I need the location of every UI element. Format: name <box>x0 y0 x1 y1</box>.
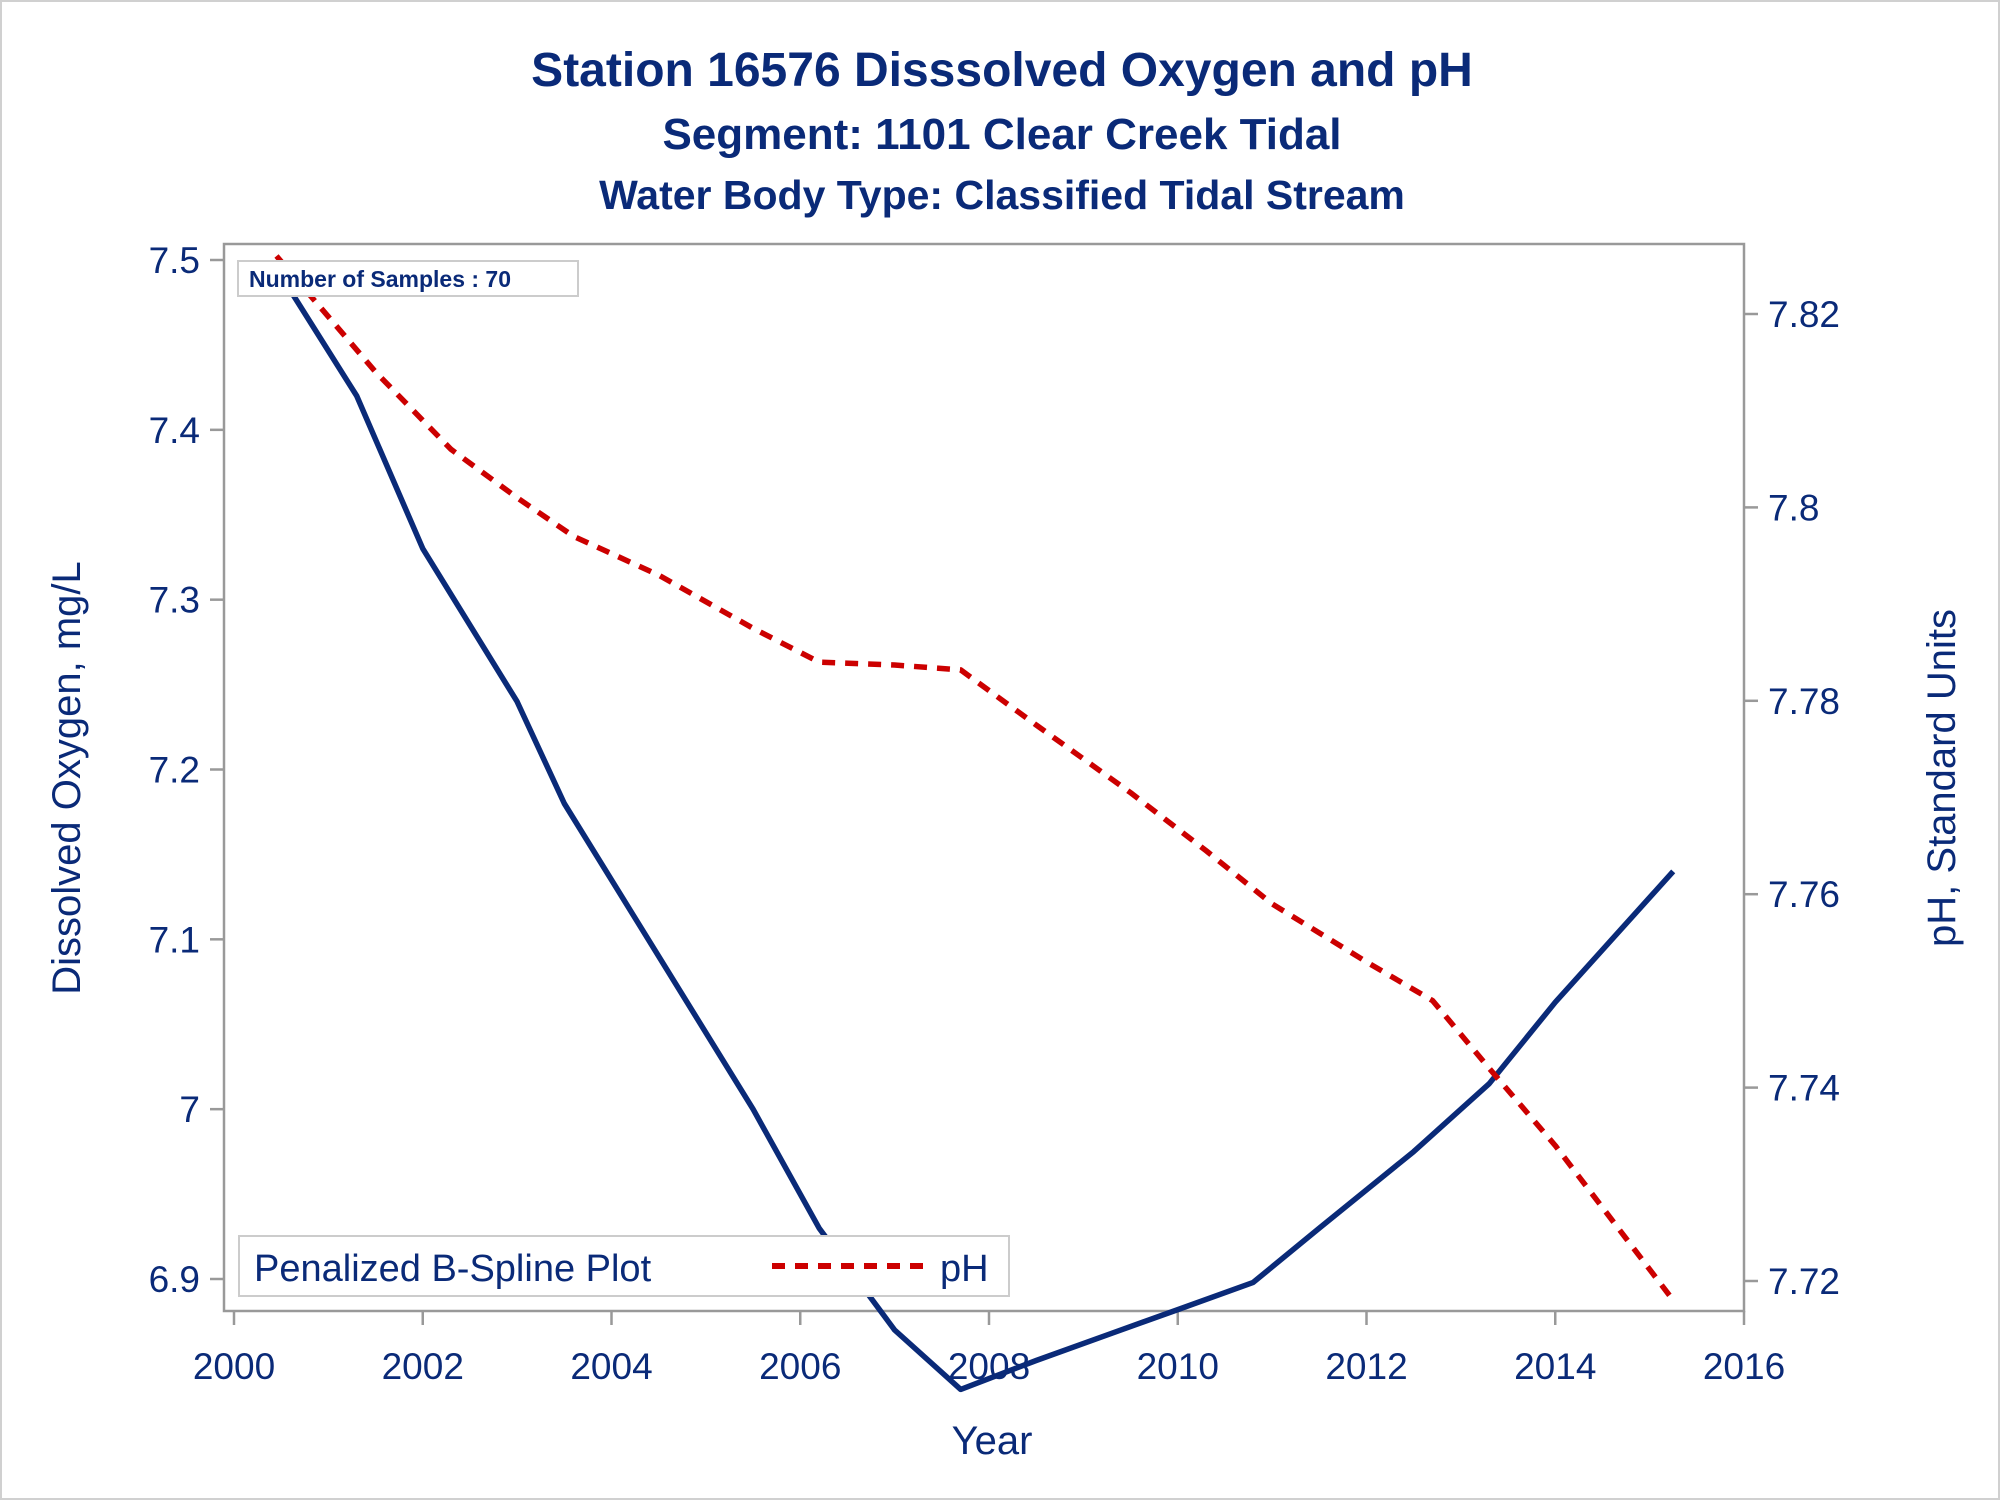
legend-title: Penalized B-Spline Plot <box>254 1248 652 1290</box>
y2-tick-label: 7.72 <box>1768 1261 1840 1302</box>
x-tick-label: 2006 <box>759 1346 841 1387</box>
chart-subtitle-2: Water Body Type: Classified Tidal Stream <box>599 172 1405 218</box>
y2-tick-label: 7.8 <box>1768 487 1819 528</box>
x-tick-label: 2002 <box>382 1346 464 1387</box>
legend-box <box>238 1235 1010 1297</box>
x-axis: 2000 2002 2004 2006 2008 2010 2012 2014 2016 <box>193 1311 1785 1387</box>
sample-count-text: Number of Samples : 70 <box>249 266 511 292</box>
x-axis-label: Year <box>952 1419 1033 1463</box>
x-tick-label: 2000 <box>193 1346 275 1387</box>
y-tick-label: 7.5 <box>149 240 200 281</box>
series-line-ph <box>274 254 1676 1302</box>
plot-area <box>222 242 1746 1313</box>
y2-axis-label: pH, Standard Units <box>1920 609 1964 947</box>
y-tick-label: 7 <box>179 1089 200 1130</box>
y2-tick-label: 7.76 <box>1768 874 1840 915</box>
chart-title: Station 16576 Disssolved Oxygen and pH <box>531 44 1473 97</box>
x-tick-label: 2012 <box>1325 1346 1407 1387</box>
y2-tick-label: 7.74 <box>1768 1068 1840 1109</box>
y-tick-label: 6.9 <box>149 1259 200 1300</box>
y-axis-right: 7.72 7.74 7.76 7.78 7.8 7.82 <box>1744 294 1840 1302</box>
y2-tick-label: 7.82 <box>1768 294 1840 335</box>
series-line-dissolved-oxygen <box>274 267 1676 1393</box>
y-tick-label: 7.3 <box>149 580 200 621</box>
sample-count-box <box>237 260 579 297</box>
y-axis-label: Dissolved Oxygen, mg/L <box>45 561 89 995</box>
chart-subtitle: Segment: 1101 Clear Creek Tidal <box>662 110 1341 159</box>
y-tick-label: 7.2 <box>149 750 200 791</box>
y-axis-left: 6.9 7 7.1 7.2 7.3 7.4 7.5 <box>149 240 224 1300</box>
x-tick-label: 2004 <box>570 1346 652 1387</box>
y2-tick-label: 7.78 <box>1768 681 1840 722</box>
x-tick-label: 2016 <box>1703 1346 1785 1387</box>
legend-label-ph: pH <box>940 1248 989 1290</box>
x-tick-label: 2010 <box>1137 1346 1219 1387</box>
series-group <box>274 254 1676 1393</box>
y-tick-label: 7.1 <box>149 919 200 960</box>
y-tick-label: 7.4 <box>149 410 200 451</box>
x-tick-label: 2014 <box>1514 1346 1596 1387</box>
